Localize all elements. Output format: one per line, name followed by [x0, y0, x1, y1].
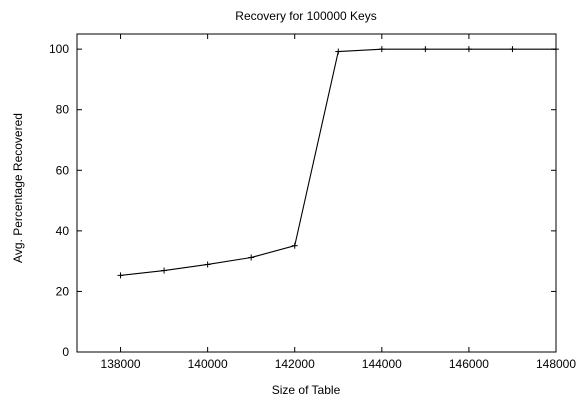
- y-tick-label: 100: [49, 42, 69, 56]
- x-tick-label: 138000: [101, 357, 141, 371]
- x-axis-label: Size of Table: [272, 383, 341, 397]
- x-tick-label: 142000: [275, 357, 315, 371]
- plot-area: 138000 140000 142000 144000 146000 148000 0 20 4…: [49, 33, 576, 371]
- y-tick-label: 0: [62, 345, 69, 359]
- y-tick-label: 60: [56, 163, 70, 177]
- y-tick-label: 80: [56, 103, 70, 117]
- series-line: [120, 48, 556, 276]
- x-tick-label: 146000: [449, 357, 489, 371]
- y-tick-label: 40: [56, 224, 70, 238]
- plot-frame: [76, 33, 557, 353]
- x-tick-label: 148000: [536, 357, 576, 371]
- chart-title: Recovery for 100000 Keys: [235, 9, 376, 23]
- y-tick-label: 20: [56, 284, 70, 298]
- y-axis-label: Avg. Percentage Recovered: [11, 113, 25, 263]
- x-tick-label: 144000: [362, 357, 402, 371]
- x-tick-label: 140000: [188, 357, 228, 371]
